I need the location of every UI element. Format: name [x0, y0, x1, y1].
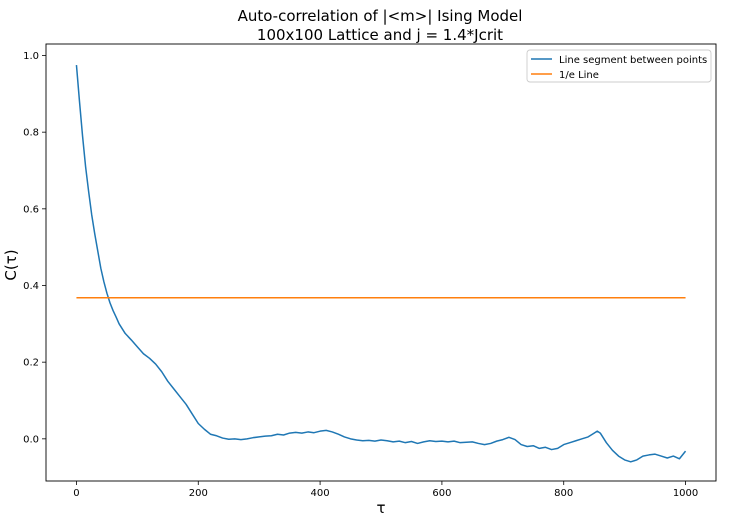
x-tick-label: 600: [432, 488, 451, 499]
chart-title-line2: 100x100 Lattice and j = 1.4*Jcrit: [257, 26, 503, 44]
y-tick-label: 1.0: [23, 51, 39, 62]
y-tick-label: 0.0: [23, 434, 39, 445]
x-tick-label: 800: [554, 488, 573, 499]
chart-title-line1: Auto-correlation of |<m>| Ising Model: [238, 7, 523, 25]
legend-label-series-1: Line segment between points: [559, 55, 707, 66]
x-tick-label: 400: [311, 488, 330, 499]
x-tick-label: 200: [189, 488, 208, 499]
y-tick-label: 0.6: [23, 204, 39, 215]
axis-ticks: 0 200 400 600 800 1000 0.0 0.2 0.4 0.6 0.8 1.0: [23, 51, 698, 499]
plot-frame: [45, 43, 717, 482]
y-tick-label: 0.8: [23, 128, 39, 139]
legend: Line segment between points 1/e Line: [526, 49, 712, 83]
legend-label-series-2: 1/e Line: [559, 70, 599, 81]
x-tick-label: 1000: [673, 488, 698, 499]
legend-box: [526, 49, 712, 83]
x-tick-label: 0: [73, 488, 79, 499]
y-tick-label: 0.4: [23, 281, 39, 292]
y-axis-label: C(τ): [2, 249, 20, 280]
x-axis-label: τ: [376, 499, 385, 517]
plot-area: [75, 65, 687, 463]
y-tick-label: 0.2: [23, 358, 39, 369]
series-line-1: [75, 65, 687, 463]
